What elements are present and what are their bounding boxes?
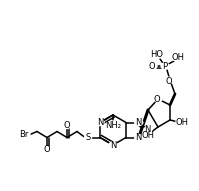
Text: P: P: [162, 62, 168, 70]
Ellipse shape: [18, 131, 30, 138]
Ellipse shape: [176, 118, 188, 125]
Ellipse shape: [161, 63, 169, 69]
Ellipse shape: [106, 121, 120, 129]
Text: NH₂: NH₂: [105, 121, 121, 129]
Ellipse shape: [154, 96, 162, 102]
Text: N: N: [136, 118, 142, 127]
Ellipse shape: [166, 77, 174, 83]
Text: N: N: [97, 118, 103, 127]
Text: OH: OH: [176, 117, 188, 126]
Text: N: N: [136, 133, 142, 142]
Text: O: O: [44, 145, 50, 154]
Ellipse shape: [63, 122, 70, 129]
Ellipse shape: [142, 131, 154, 138]
Text: N: N: [144, 125, 151, 134]
Ellipse shape: [149, 63, 157, 69]
Text: OH: OH: [172, 53, 184, 62]
Ellipse shape: [85, 134, 92, 141]
Text: S: S: [85, 133, 91, 142]
Ellipse shape: [171, 53, 185, 61]
Ellipse shape: [150, 50, 164, 58]
Text: O: O: [149, 62, 155, 70]
Ellipse shape: [135, 134, 143, 141]
Ellipse shape: [109, 142, 117, 148]
Ellipse shape: [135, 120, 143, 125]
Text: N: N: [110, 141, 116, 150]
Text: HO: HO: [150, 49, 164, 58]
Text: O: O: [64, 121, 70, 130]
Text: O: O: [154, 95, 160, 104]
Text: OH: OH: [141, 130, 154, 139]
Ellipse shape: [144, 127, 152, 133]
Ellipse shape: [96, 120, 104, 125]
Ellipse shape: [44, 146, 51, 152]
Text: O: O: [166, 77, 172, 86]
Text: Br: Br: [19, 130, 29, 139]
